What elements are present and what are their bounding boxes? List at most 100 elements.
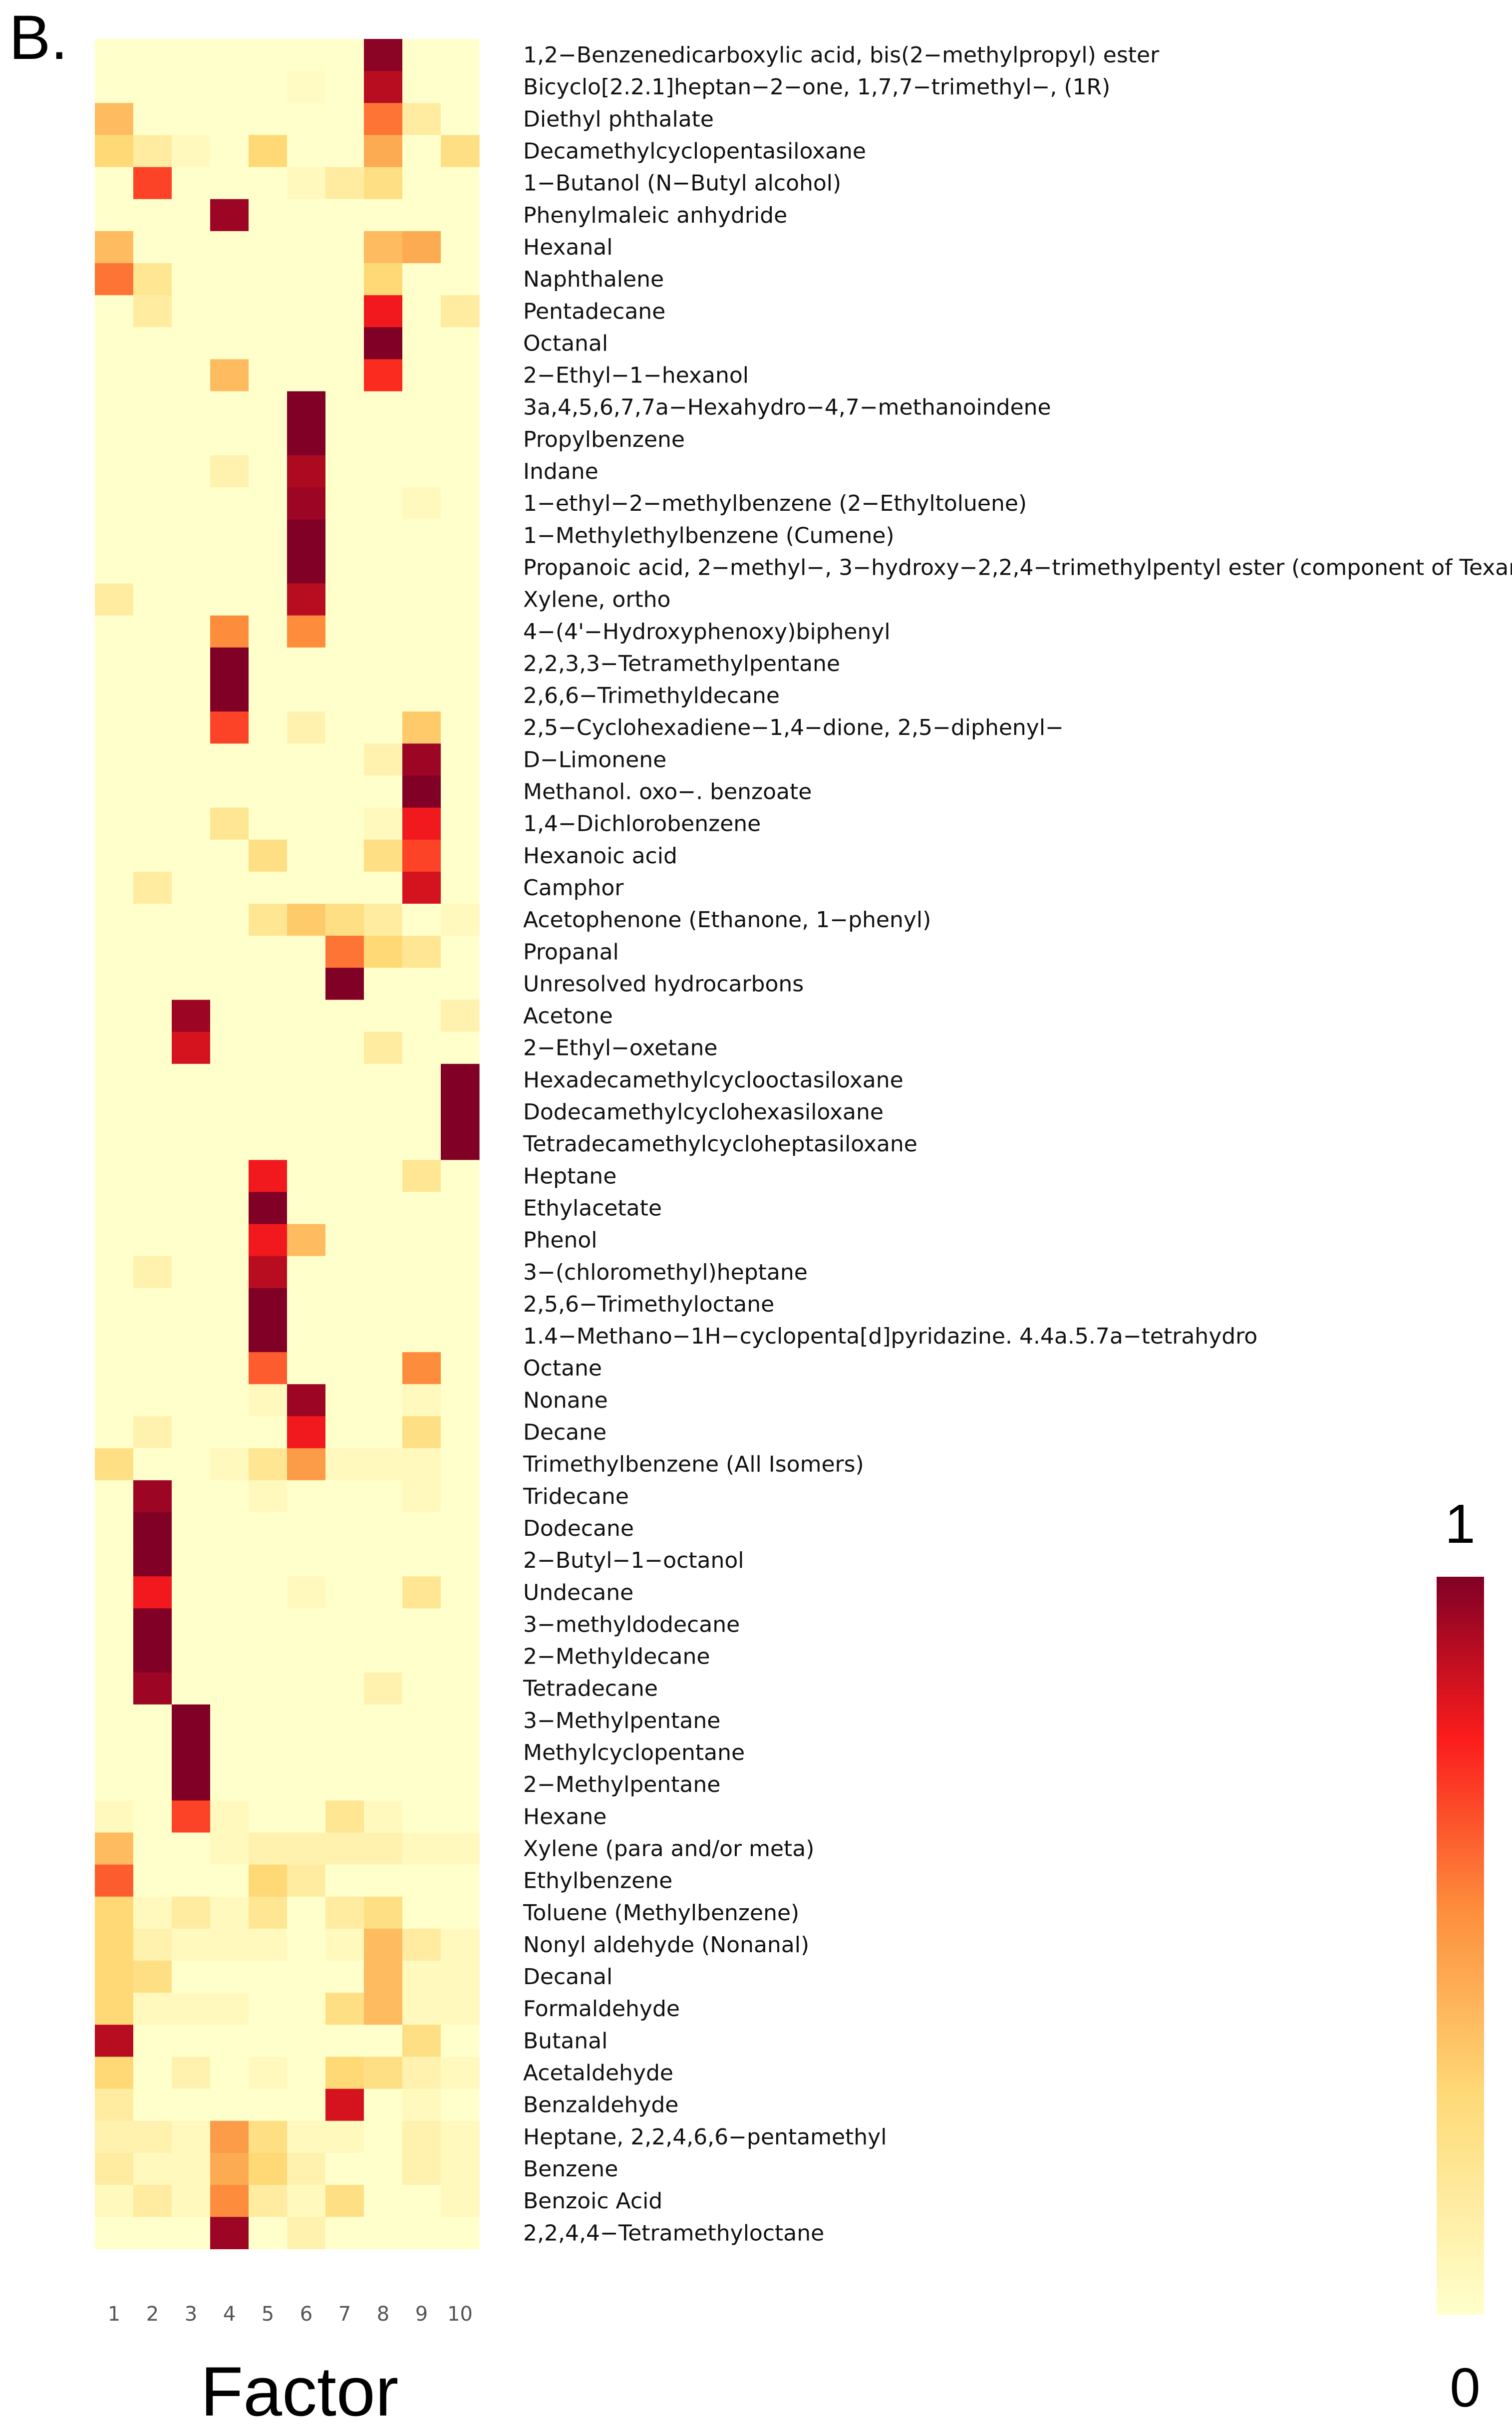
heatmap-cell xyxy=(441,1512,480,1545)
heatmap-cell xyxy=(249,711,288,744)
heatmap-cell xyxy=(210,71,249,103)
heatmap-cell xyxy=(172,1864,211,1897)
heatmap-cell xyxy=(249,904,288,936)
heatmap-cell xyxy=(249,1000,288,1033)
heatmap-cell xyxy=(95,1000,134,1033)
heatmap-cell xyxy=(172,2185,211,2217)
heatmap-cell xyxy=(325,1384,364,1417)
heatmap-cell xyxy=(287,1512,326,1545)
heatmap-cell xyxy=(133,1256,172,1289)
heatmap-cell xyxy=(287,839,326,872)
heatmap-cell xyxy=(441,135,480,168)
heatmap-cell xyxy=(172,1384,211,1417)
heatmap-cell xyxy=(364,1320,403,1353)
heatmap-cell xyxy=(287,2120,326,2153)
heatmap-cell xyxy=(172,1160,211,1192)
heatmap-cell xyxy=(133,1832,172,1865)
heatmap-cell xyxy=(364,1032,403,1064)
column-label: 1 xyxy=(108,2303,120,2326)
heatmap-cell xyxy=(364,1160,403,1192)
heatmap-cell xyxy=(441,1192,480,1225)
heatmap-cell xyxy=(364,39,403,71)
heatmap-cell xyxy=(249,359,288,392)
row-label: Nonane xyxy=(523,1388,608,1413)
heatmap-cell xyxy=(325,1832,364,1865)
heatmap-cell xyxy=(287,2152,326,2185)
heatmap-cell xyxy=(210,871,249,904)
heatmap-cell xyxy=(441,455,480,488)
heatmap-cell xyxy=(249,1608,288,1641)
heatmap-cell xyxy=(172,1256,211,1289)
heatmap-cell xyxy=(441,487,480,520)
heatmap-cell xyxy=(402,1352,441,1385)
heatmap-cell xyxy=(249,1896,288,1929)
heatmap-cell xyxy=(402,1000,441,1033)
heatmap-cell xyxy=(95,295,134,328)
heatmap-cell xyxy=(133,1384,172,1417)
heatmap-cell xyxy=(210,1800,249,1833)
heatmap-cell xyxy=(95,1095,134,1128)
heatmap-cell xyxy=(402,680,441,712)
heatmap-cell xyxy=(441,1640,480,1673)
heatmap-cell xyxy=(210,1704,249,1737)
heatmap-cell xyxy=(287,1320,326,1353)
heatmap-cell xyxy=(402,359,441,392)
heatmap-cell xyxy=(95,1896,134,1929)
row-label: Propanoic acid, 2−methyl−, 3−hydroxy−2,2… xyxy=(523,555,1512,580)
heatmap-cell xyxy=(249,871,288,904)
heatmap-cell xyxy=(95,71,134,103)
row-label: 1,2−Benzenedicarboxylic acid, bis(2−meth… xyxy=(523,42,1160,68)
heatmap-cell xyxy=(133,1192,172,1225)
heatmap-cell xyxy=(172,968,211,1001)
heatmap-cell xyxy=(249,839,288,872)
heatmap-cell xyxy=(95,1352,134,1385)
heatmap-cell xyxy=(325,775,364,808)
heatmap-cell xyxy=(325,2120,364,2153)
heatmap-cell xyxy=(95,455,134,488)
colorbar-max-label: 1 xyxy=(1445,1493,1475,1555)
heatmap-cell xyxy=(364,1832,403,1865)
heatmap-cell xyxy=(95,487,134,520)
heatmap-cell xyxy=(133,1224,172,1257)
heatmap-cell xyxy=(287,519,326,552)
heatmap-cell xyxy=(133,1095,172,1128)
heatmap-cell xyxy=(133,1320,172,1353)
heatmap-cell xyxy=(95,263,134,296)
heatmap-cell xyxy=(95,1961,134,1993)
heatmap-cell xyxy=(325,167,364,200)
heatmap-cell xyxy=(325,199,364,232)
row-label: Ethylacetate xyxy=(523,1195,662,1221)
heatmap-cell xyxy=(95,327,134,360)
heatmap-cell xyxy=(364,647,403,680)
heatmap-cell xyxy=(172,1224,211,1257)
row-label: Tetradecamethylcycloheptasiloxane xyxy=(523,1131,917,1157)
heatmap-cell xyxy=(95,1736,134,1769)
heatmap-cell xyxy=(287,423,326,456)
heatmap-cell xyxy=(441,2217,480,2249)
heatmap-cell xyxy=(95,711,134,744)
heatmap-cell xyxy=(95,1288,134,1321)
heatmap-cell xyxy=(364,871,403,904)
heatmap-cell xyxy=(210,1961,249,1993)
heatmap-cell xyxy=(402,1864,441,1897)
heatmap-cell xyxy=(325,1576,364,1609)
heatmap-cell xyxy=(325,263,364,296)
heatmap-cell xyxy=(441,1800,480,1833)
heatmap-cell xyxy=(133,1608,172,1641)
row-label: Hexanal xyxy=(523,235,612,260)
row-label: D−Limonene xyxy=(523,747,666,772)
heatmap-cell xyxy=(325,1512,364,1545)
heatmap-cell xyxy=(325,1608,364,1641)
heatmap-cell xyxy=(133,199,172,232)
heatmap-cell xyxy=(402,391,441,424)
heatmap-cell xyxy=(249,2217,288,2249)
row-label: 1,4−Dichlorobenzene xyxy=(523,811,761,837)
heatmap-cell xyxy=(172,423,211,456)
heatmap-cell xyxy=(172,295,211,328)
row-label: 3−methyldodecane xyxy=(523,1612,740,1637)
heatmap-cell xyxy=(172,1993,211,2025)
heatmap-cell xyxy=(402,1993,441,2025)
heatmap-cell xyxy=(210,904,249,936)
heatmap-cell xyxy=(287,647,326,680)
heatmap-cell xyxy=(249,2185,288,2217)
